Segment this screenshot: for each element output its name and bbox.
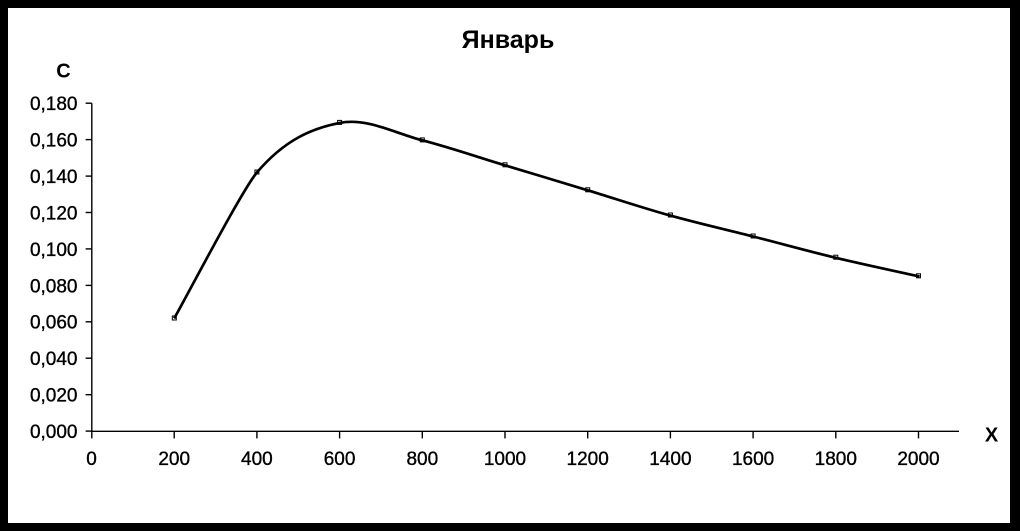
svg-text:0,040: 0,040 xyxy=(30,349,78,370)
svg-text:0: 0 xyxy=(86,449,97,470)
svg-text:600: 600 xyxy=(324,449,356,470)
svg-text:0,100: 0,100 xyxy=(30,240,78,261)
svg-text:C: C xyxy=(56,61,70,83)
svg-text:1800: 1800 xyxy=(815,449,857,470)
svg-text:0,140: 0,140 xyxy=(30,167,78,188)
svg-text:X: X xyxy=(985,425,999,447)
svg-text:400: 400 xyxy=(241,449,273,470)
svg-text:1000: 1000 xyxy=(484,449,526,470)
svg-text:1400: 1400 xyxy=(649,449,691,470)
svg-text:0,120: 0,120 xyxy=(30,203,78,224)
svg-text:Январь: Январь xyxy=(462,26,555,54)
svg-text:0,000: 0,000 xyxy=(30,422,78,443)
svg-text:0,160: 0,160 xyxy=(30,131,78,152)
svg-text:1200: 1200 xyxy=(567,449,609,470)
svg-text:0,180: 0,180 xyxy=(30,94,78,115)
svg-text:2000: 2000 xyxy=(897,449,939,470)
svg-text:0,020: 0,020 xyxy=(30,386,78,407)
svg-text:800: 800 xyxy=(406,449,438,470)
svg-text:0,080: 0,080 xyxy=(30,276,78,297)
svg-text:200: 200 xyxy=(158,449,190,470)
svg-text:1600: 1600 xyxy=(732,449,774,470)
svg-text:0,060: 0,060 xyxy=(30,313,78,334)
